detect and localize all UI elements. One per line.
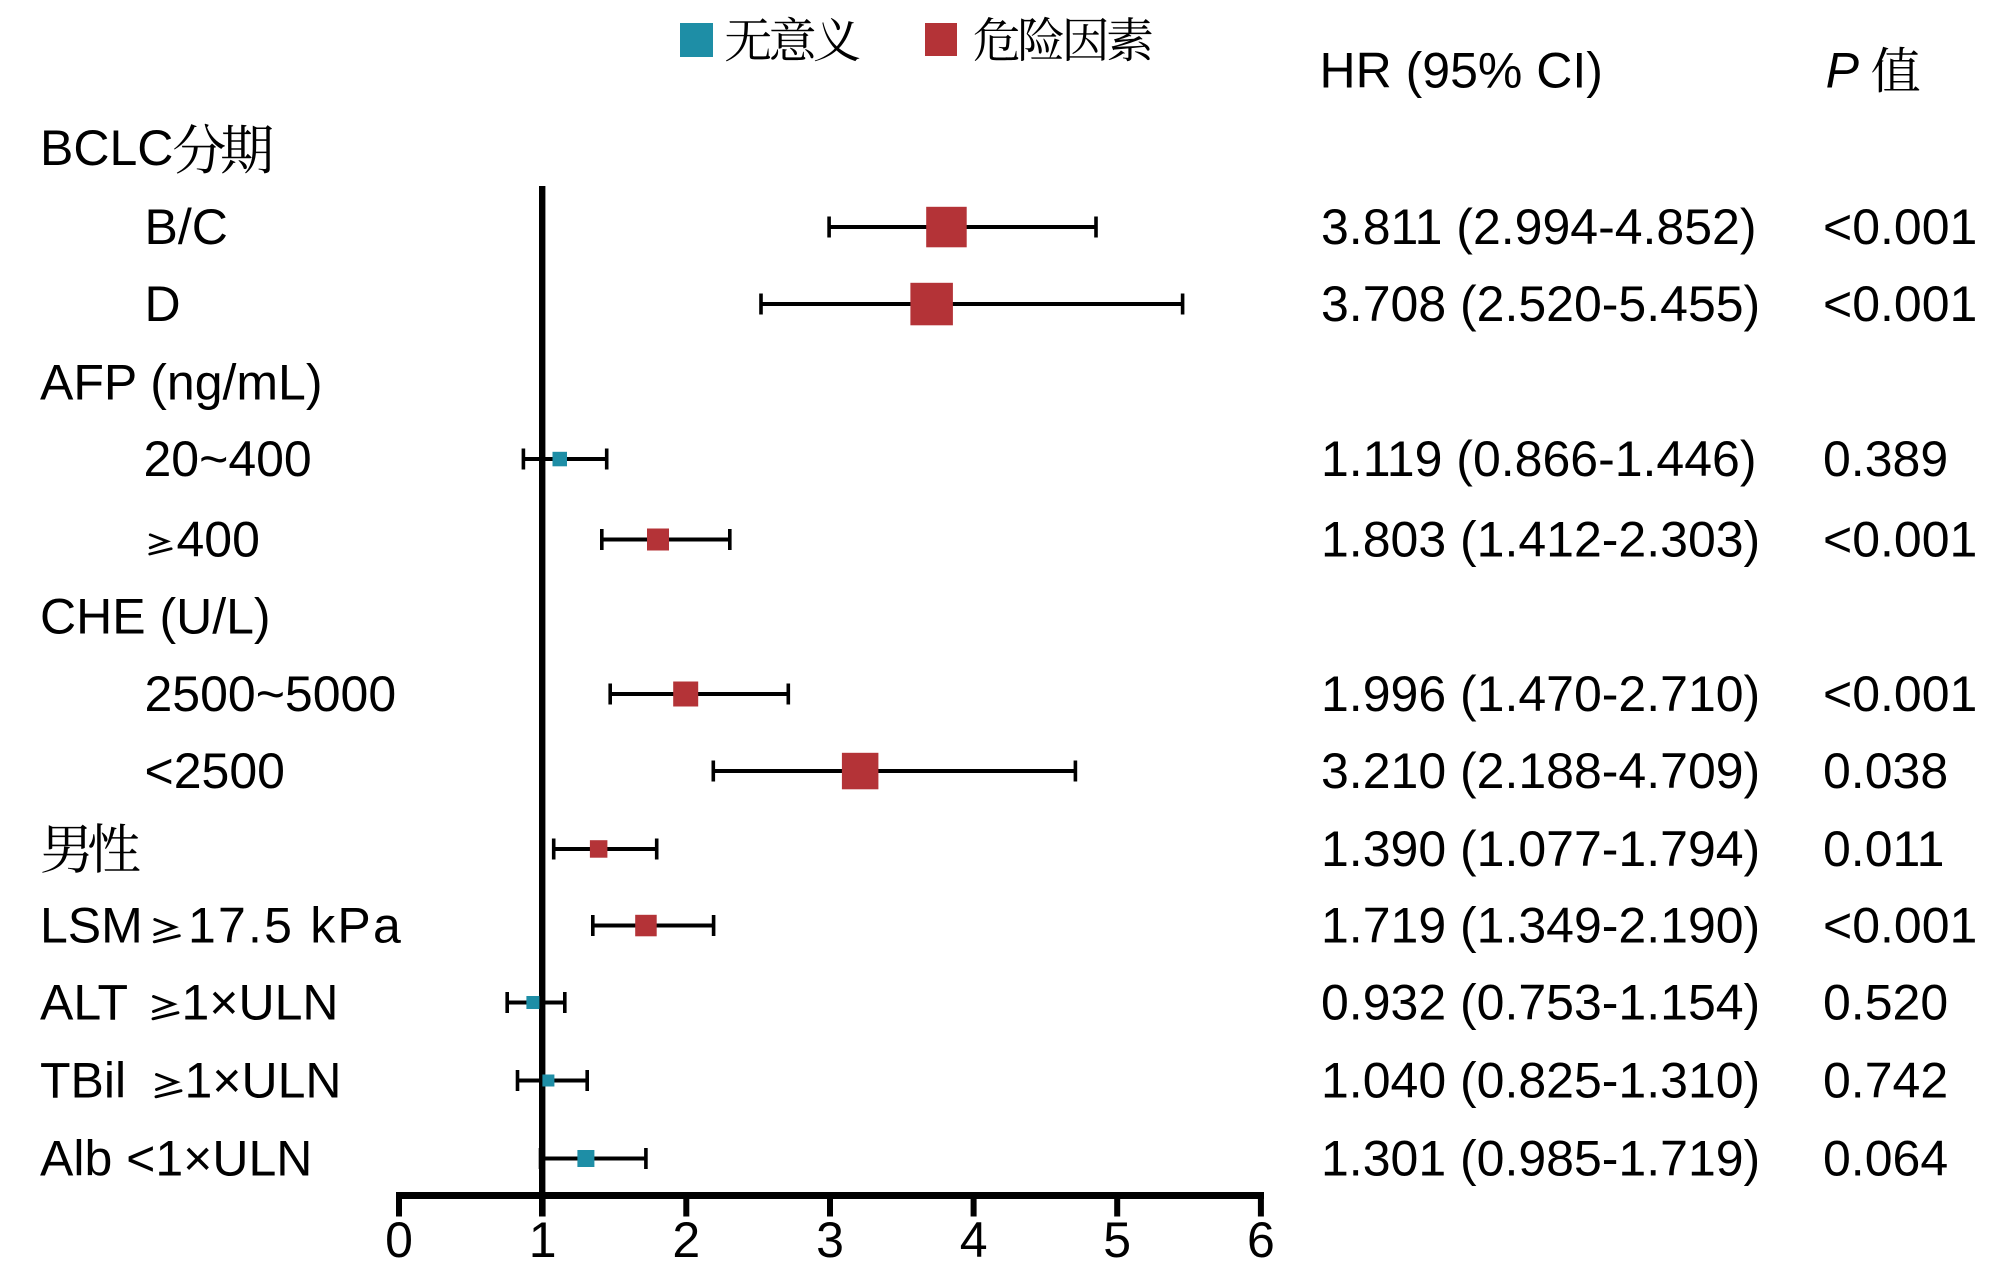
svg-text:1.996 (1.470-2.710): 1.996 (1.470-2.710) [1321,666,1760,722]
svg-text:3.210 (2.188-4.709): 3.210 (2.188-4.709) [1321,743,1760,799]
svg-text:1.390 (1.077-1.794): 1.390 (1.077-1.794) [1321,821,1760,877]
svg-text:3.708 (2.520-5.455): 3.708 (2.520-5.455) [1321,276,1760,332]
svg-text:<0.001: <0.001 [1823,512,1977,568]
svg-text:LSM: LSM [40,898,143,954]
svg-text:1×ULN: 1×ULN [182,975,339,1031]
svg-text:4: 4 [960,1212,988,1268]
svg-text:1.803 (1.412-2.303): 1.803 (1.412-2.303) [1321,512,1760,568]
svg-text:17.5 kPa: 17.5 kPa [188,898,403,954]
svg-text:<0.001: <0.001 [1823,199,1977,255]
svg-text:0.932 (0.753-1.154): 0.932 (0.753-1.154) [1321,975,1760,1031]
svg-text:1: 1 [529,1212,557,1268]
svg-text:P: P [1826,43,1860,99]
svg-text:1.040 (0.825-1.310): 1.040 (0.825-1.310) [1321,1053,1760,1109]
svg-text:Alb <1×ULN: Alb <1×ULN [40,1131,312,1187]
svg-text:AFP (ng/mL): AFP (ng/mL) [40,355,323,411]
svg-text:1.301 (0.985-1.719): 1.301 (0.985-1.719) [1321,1131,1760,1187]
svg-text:1.119 (0.866-1.446): 1.119 (0.866-1.446) [1321,431,1757,487]
svg-text:D: D [145,276,181,332]
svg-text:3: 3 [816,1212,844,1268]
svg-text:TBil: TBil [40,1053,126,1109]
svg-text:<0.001: <0.001 [1823,898,1977,954]
svg-text:0.011: 0.011 [1823,821,1944,877]
svg-text:2: 2 [672,1212,700,1268]
svg-text:5: 5 [1103,1212,1131,1268]
svg-text:<0.001: <0.001 [1823,666,1977,722]
svg-text:20~400: 20~400 [144,431,312,487]
svg-text:1×ULN: 1×ULN [185,1053,342,1109]
svg-text:<0.001: <0.001 [1823,276,1977,332]
svg-text:HR (95% CI): HR (95% CI) [1320,43,1603,99]
svg-text:CHE (U/L): CHE (U/L) [40,589,271,645]
svg-text:400: 400 [177,512,260,568]
svg-text:0.520: 0.520 [1823,975,1948,1031]
svg-text:6: 6 [1247,1212,1275,1268]
svg-text:0.064: 0.064 [1823,1131,1948,1187]
svg-text:ALT: ALT [40,975,128,1031]
svg-text:0: 0 [385,1212,413,1268]
svg-text:2500~5000: 2500~5000 [145,666,397,722]
svg-text:BCLC: BCLC [40,120,173,176]
svg-text:B/C: B/C [145,199,228,255]
svg-text:0.038: 0.038 [1823,743,1948,799]
svg-text:1.719 (1.349-2.190): 1.719 (1.349-2.190) [1321,898,1760,954]
svg-text:<2500: <2500 [145,743,285,799]
svg-text:3.811 (2.994-4.852): 3.811 (2.994-4.852) [1321,199,1757,255]
svg-text:0.742: 0.742 [1823,1053,1948,1109]
svg-text:0.389: 0.389 [1823,431,1948,487]
